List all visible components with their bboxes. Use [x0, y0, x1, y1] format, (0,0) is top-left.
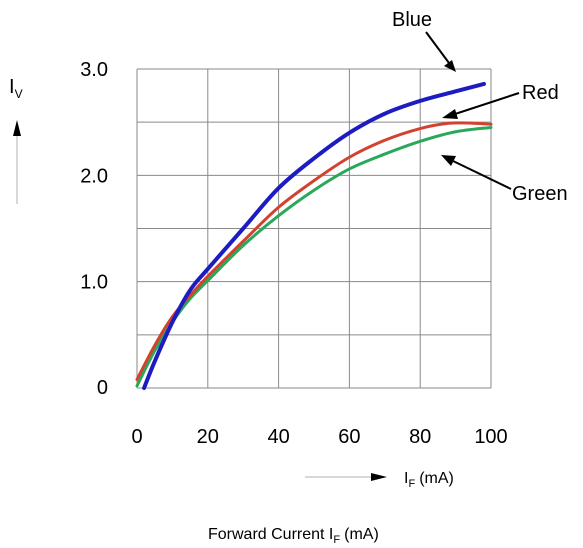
y-tick-label: 1.0: [80, 272, 108, 294]
annotation-red-label: Red: [522, 82, 559, 104]
annotation-red: Red: [442, 82, 559, 119]
x-arrow-label: IF (mA): [404, 470, 454, 490]
x-tick-label: 0: [131, 426, 142, 448]
y-axis-arrow: [13, 120, 21, 204]
annotation-green: Green: [441, 155, 568, 205]
y-tick-label: 3.0: [80, 59, 108, 81]
annotation-blue: Blue: [392, 9, 456, 72]
x-axis-arrow: [305, 473, 387, 481]
y-tick-label: 0: [97, 377, 108, 399]
y-axis-label: IV: [9, 76, 23, 101]
annotation-green-label: Green: [512, 183, 568, 205]
grid: [136, 68, 492, 389]
series-line-red: [135, 121, 493, 381]
series-line-green: [135, 125, 493, 388]
series-line-blue: [142, 81, 486, 390]
tick-labels: 0 20 40 60 80 100 0 1.0 2.0 3.0: [80, 59, 508, 448]
x-tick-label: 100: [474, 426, 507, 448]
x-tick-label: 60: [338, 426, 360, 448]
x-tick-label: 80: [409, 426, 431, 448]
x-arrow-label-sub: F: [408, 478, 415, 490]
y-tick-label: 2.0: [80, 165, 108, 187]
x-tick-label: 20: [197, 426, 219, 448]
x-axis-title-unit: (mA): [344, 526, 379, 543]
x-arrow-label-unit: (mA): [419, 470, 454, 487]
series-lines: [135, 81, 493, 390]
y-axis-label-sub: V: [15, 87, 23, 101]
x-tick-label: 40: [267, 426, 289, 448]
x-axis-title: Forward Current IF (mA): [208, 526, 379, 546]
x-axis-title-sub: F: [333, 534, 340, 546]
annotation-blue-label: Blue: [392, 9, 432, 31]
